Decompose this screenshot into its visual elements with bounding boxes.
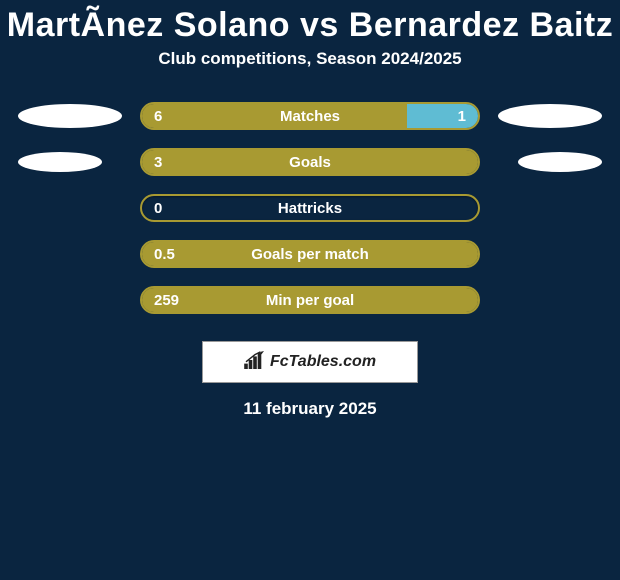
bar-label: Min per goal — [142, 292, 478, 309]
brand-badge: FcTables.com — [202, 341, 418, 383]
stat-row: 61Matches — [0, 93, 620, 139]
brand-chart-icon — [244, 351, 266, 374]
brand-text: FcTables.com — [270, 353, 376, 371]
stats-container: 61Matches 3Goals 0Hattricks 0.5Goals per ma… — [0, 93, 620, 323]
bar-label: Goals — [142, 154, 478, 171]
stat-row: 259Min per goal — [0, 277, 620, 323]
left-flag-slot — [10, 104, 140, 128]
flag-ellipse-right — [498, 104, 602, 128]
page-title: MartÃ­nez Solano vs Bernardez Baitz — [0, 0, 620, 49]
bar-label: Goals per match — [142, 246, 478, 263]
bar-label: Hattricks — [142, 200, 478, 217]
date-caption: 11 february 2025 — [0, 383, 620, 419]
stat-row: 3Goals — [0, 139, 620, 185]
stat-bar: 61Matches — [140, 102, 480, 130]
stat-row: 0Hattricks — [0, 185, 620, 231]
flag-ellipse-left — [18, 152, 102, 172]
flag-ellipse-right — [518, 152, 602, 172]
right-flag-slot — [480, 104, 610, 128]
page-subtitle: Club competitions, Season 2024/2025 — [0, 49, 620, 93]
stat-bar: 0Hattricks — [140, 194, 480, 222]
flag-ellipse-left — [18, 104, 122, 128]
stat-row: 0.5Goals per match — [0, 231, 620, 277]
right-flag-slot — [480, 152, 610, 172]
left-flag-slot — [10, 152, 140, 172]
stat-bar: 3Goals — [140, 148, 480, 176]
stat-bar: 259Min per goal — [140, 286, 480, 314]
bar-label: Matches — [142, 108, 478, 125]
stat-bar: 0.5Goals per match — [140, 240, 480, 268]
